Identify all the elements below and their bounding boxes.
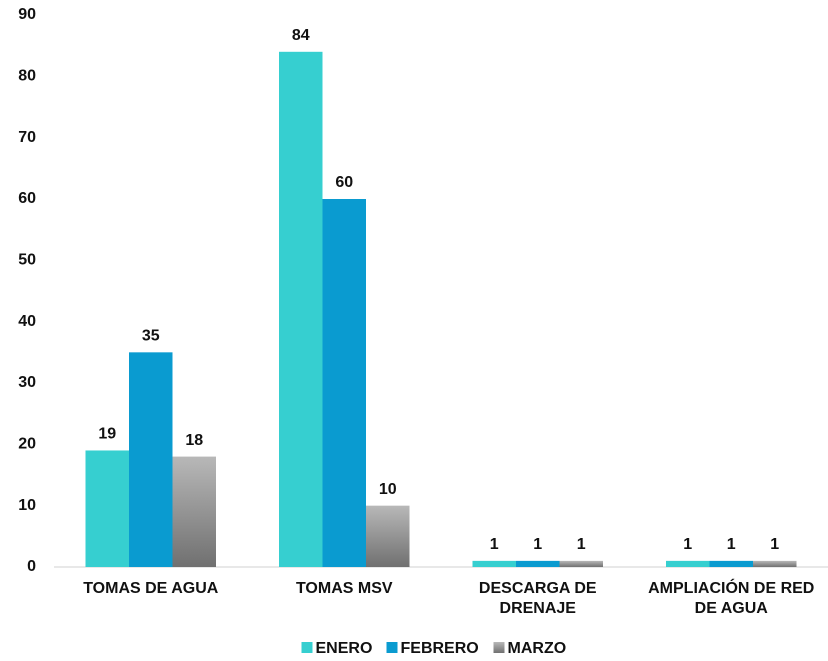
bar xyxy=(666,560,710,567)
bar xyxy=(366,505,410,567)
bar xyxy=(85,450,129,567)
data-label: 19 xyxy=(98,426,116,443)
x-tick-label: TOMAS MSV xyxy=(295,580,393,597)
data-label: 1 xyxy=(577,536,586,553)
bar xyxy=(322,199,366,567)
legend-swatch xyxy=(493,642,505,653)
bar xyxy=(472,560,516,567)
bar xyxy=(559,560,603,567)
legend-label: ENERO xyxy=(316,640,373,657)
bar xyxy=(753,560,797,567)
legend-swatch xyxy=(386,642,398,653)
y-tick-label: 50 xyxy=(18,252,36,269)
data-label: 60 xyxy=(335,174,353,191)
data-label: 10 xyxy=(379,481,397,498)
data-label: 1 xyxy=(683,536,692,553)
bar xyxy=(516,560,560,567)
x-tick-label: AMPLIACIÓN DE RED DE AGUA xyxy=(648,580,815,617)
y-tick-label: 90 xyxy=(18,6,36,23)
data-label: 1 xyxy=(490,536,499,553)
y-tick-label: 0 xyxy=(27,558,36,575)
bar xyxy=(709,560,753,567)
y-tick-label: 60 xyxy=(18,190,36,207)
y-tick-label: 10 xyxy=(18,497,36,514)
legend-swatch xyxy=(301,642,313,653)
bar xyxy=(129,352,173,567)
data-label: 1 xyxy=(727,536,736,553)
legend-label: FEBRERO xyxy=(401,640,479,657)
data-label: 1 xyxy=(533,536,542,553)
legend-label: MARZO xyxy=(508,640,567,657)
data-label: 1 xyxy=(770,536,779,553)
y-tick-label: 30 xyxy=(18,374,36,391)
x-tick-label: DESCARGA DE DRENAJE xyxy=(478,580,597,617)
y-tick-label: 40 xyxy=(18,313,36,330)
bar xyxy=(279,51,323,568)
bar xyxy=(172,456,216,567)
data-label: 35 xyxy=(142,328,160,345)
data-label: 18 xyxy=(185,432,203,449)
y-tick-label: 80 xyxy=(18,68,36,85)
x-tick-label: TOMAS DE AGUA xyxy=(83,580,219,597)
y-tick-label: 70 xyxy=(18,129,36,146)
y-tick-label: 20 xyxy=(18,436,36,453)
data-label: 84 xyxy=(292,27,310,44)
